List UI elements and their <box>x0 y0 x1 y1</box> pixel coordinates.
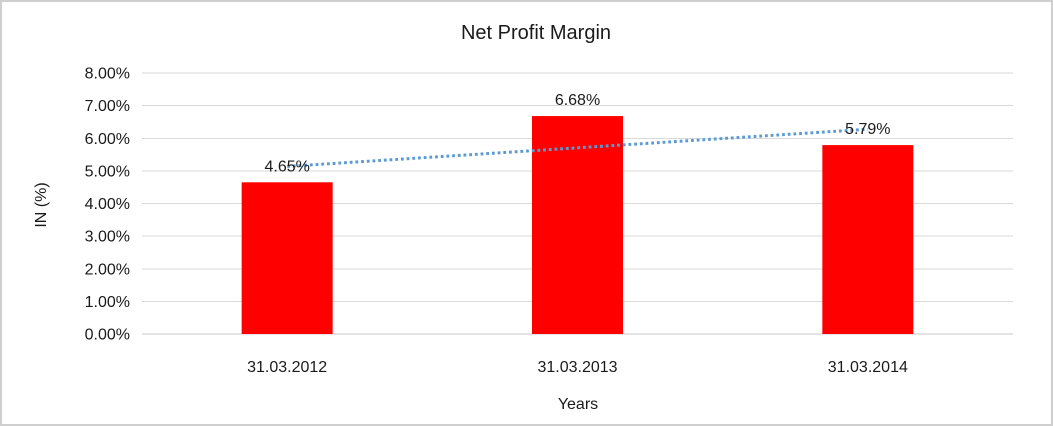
bar-value-label: 6.68% <box>555 92 600 109</box>
y-tick-label: 1.00% <box>85 294 130 311</box>
y-tick-label: 5.00% <box>85 163 130 180</box>
bar <box>822 145 914 334</box>
bar-value-label: 5.79% <box>845 121 890 138</box>
y-tick-label: 0.00% <box>85 327 130 344</box>
chart-title: Net Profit Margin <box>461 22 611 44</box>
bar <box>532 116 623 334</box>
x-tick-label: 31.03.2012 <box>247 359 327 376</box>
y-tick-label: 3.00% <box>85 229 130 246</box>
bars-group <box>241 116 914 334</box>
y-tick-label: 6.00% <box>85 131 130 148</box>
trendline-group <box>287 127 868 168</box>
bar <box>241 182 333 334</box>
y-axis-title: IN (%) <box>33 182 50 227</box>
trendline <box>287 127 868 168</box>
y-tick-label: 8.00% <box>85 66 130 83</box>
bar-value-label: 4.65% <box>264 158 309 175</box>
x-axis-title: Years <box>558 396 598 413</box>
x-tick-label: 31.03.2013 <box>537 359 617 376</box>
y-tick-label: 7.00% <box>85 98 130 115</box>
y-tick-label: 2.00% <box>85 261 130 278</box>
y-tick-label: 4.00% <box>85 196 130 213</box>
x-tick-label: 31.03.2014 <box>828 359 908 376</box>
labels-group: 0.00% 1.00% 2.00% 3.00% 4.00% 5.00% 6.00% 7.00%… <box>85 66 908 377</box>
